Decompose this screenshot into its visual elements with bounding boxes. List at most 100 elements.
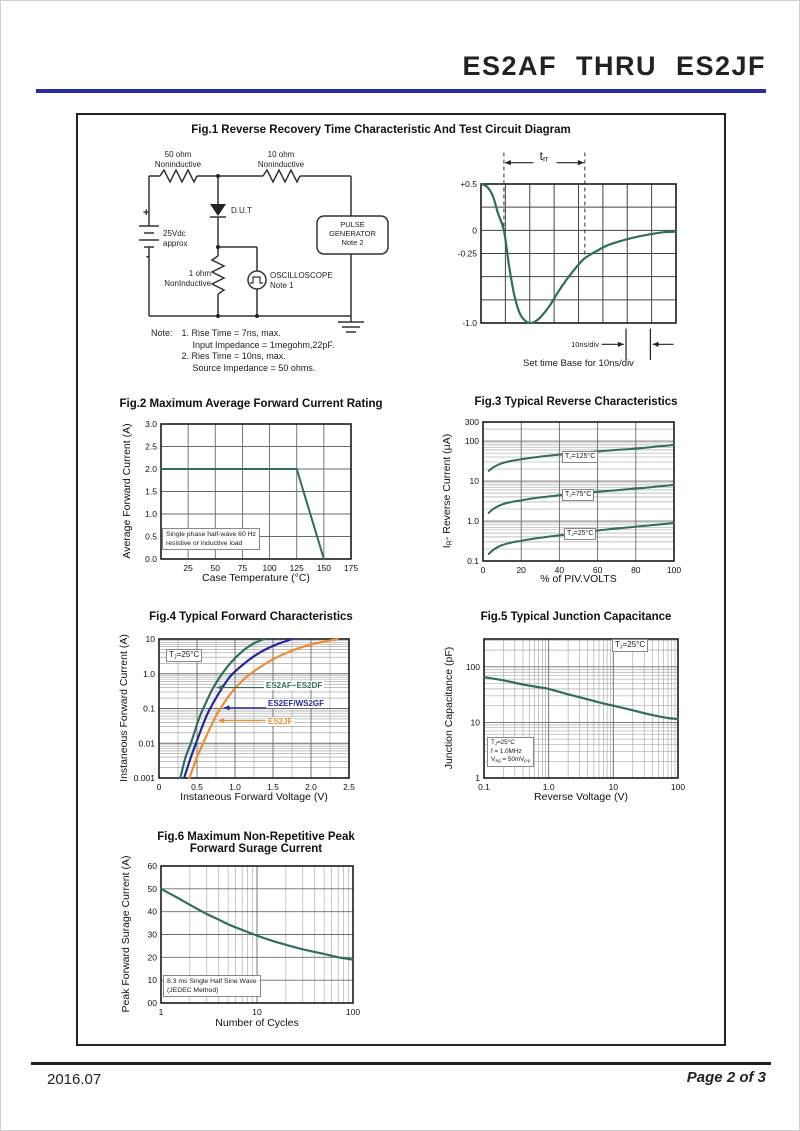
fig6-title-line2: Forward Surage Current — [189, 843, 323, 855]
svg-text:10: 10 — [146, 634, 156, 644]
svg-text:75: 75 — [238, 563, 248, 573]
svg-text:10: 10 — [470, 476, 480, 486]
footer-date: 2016.07 — [47, 1071, 102, 1088]
svg-text:+0.5: +0.5 — [460, 179, 477, 189]
resistor-10ohm-label: 10 ohm Noninductive — [241, 150, 321, 169]
fig1-notes: Note: 1. Rise Time = 7ns, max. Input Imp… — [151, 328, 334, 374]
svg-text:1.0: 1.0 — [143, 669, 155, 679]
svg-text:0.001: 0.001 — [134, 773, 156, 783]
fig2-title: Fig.2 Maximum Average Forward Current Ra… — [119, 398, 383, 410]
svg-text:2.5: 2.5 — [145, 442, 157, 452]
resistor-1ohm-label: 1 ohm NonInductive — [147, 269, 211, 288]
svg-text:1.0: 1.0 — [229, 782, 241, 792]
fig2-condition-line2: resistive or inductive load — [166, 540, 243, 548]
svg-text:60: 60 — [593, 565, 603, 575]
fig6-title: Fig.6 Maximum Non-Repetitive Peak Forwar… — [111, 831, 401, 855]
svg-text:00: 00 — [148, 998, 158, 1008]
svg-text:40: 40 — [555, 565, 565, 575]
page-title: ES2AF THRU ES2JF — [462, 51, 766, 81]
svg-text:2.5: 2.5 — [343, 782, 355, 792]
svg-text:80: 80 — [631, 565, 641, 575]
footer-page-number: Page 2 of 3 — [686, 1069, 766, 1086]
svg-text:20: 20 — [148, 952, 158, 962]
fig1-waveform-chart: +0.5 0 -0.25 -1.0 — [458, 152, 677, 361]
fig3-title: Fig.3 Typical Reverse Characteristics — [474, 396, 678, 408]
svg-text:-0.25: -0.25 — [458, 249, 478, 259]
pulse-generator-word1: PULSE — [340, 220, 365, 229]
fig2-condition-note: Single phase half-wave 60 Hz resistive o… — [162, 528, 260, 551]
fig2-y-axis-title: Average Forward Current (A) — [121, 423, 133, 559]
header-rule — [36, 89, 766, 93]
note-line-2b: Source Impedance = 50 ohms. — [192, 362, 316, 373]
svg-text:1.0: 1.0 — [145, 509, 157, 519]
svg-text:3.0: 3.0 — [145, 419, 157, 429]
svg-text:0.5: 0.5 — [191, 782, 203, 792]
svg-text:25: 25 — [183, 563, 193, 573]
svg-text:10: 10 — [609, 782, 619, 792]
fig4-legend-es2jf: ES2JF — [266, 717, 295, 726]
fig3-curve-label-25c: TJ=25°C — [564, 528, 597, 541]
note-line-2: 2. Ries Time = 10ns, max. — [181, 351, 286, 362]
resistor-50ohm-value: 50 ohm — [164, 150, 192, 159]
svg-text:100: 100 — [667, 565, 681, 575]
fig2-x-axis-title: Case Temperature (°C) — [202, 572, 310, 584]
pulse-generator-word2: GENERATOR — [329, 229, 376, 238]
fig3-x-axis-title: % of PIV.VOLTS — [540, 573, 617, 585]
resistor-10ohm-value: 10 ohm — [267, 150, 295, 159]
fig5-condition-line3: Vsig = 50mVp-p — [491, 756, 531, 764]
fig3-curve-label-75c: TJ=75°C — [562, 489, 595, 502]
svg-text:1.0: 1.0 — [543, 782, 555, 792]
fig2-condition-line1: Single phase half-wave 60 Hz — [166, 531, 256, 538]
resistor-50ohm — [159, 168, 198, 184]
fig6-y-axis-title: Peak Forward Surage Current (A) — [120, 855, 132, 1013]
resistor-1ohm-value: 1 ohm — [188, 269, 211, 278]
svg-text:0.5: 0.5 — [145, 532, 157, 542]
svg-text:40: 40 — [148, 907, 158, 917]
fig2-chart: 25 50 75 100 125 150 175 3.0 2.5 2.0 1.5 1.0 0.5 0.0 — [145, 419, 358, 573]
svg-text:1: 1 — [475, 773, 480, 783]
svg-text:2.0: 2.0 — [145, 464, 157, 474]
trr-label: trr — [539, 149, 549, 164]
resistor-1ohm-type: NonInductive — [164, 278, 211, 288]
fig4-legend-es2af-es2df: ES2AF~ES2DF — [264, 681, 325, 690]
fig6-chart: 1 10 100 60 50 40 30 20 10 00 — [148, 861, 361, 1017]
svg-text:1.5: 1.5 — [145, 487, 157, 497]
fig1-test-circuit-diagram — [139, 168, 389, 333]
dut-label: D.U.T — [231, 206, 252, 215]
fig5-condition-line1: TJ=25°C — [491, 739, 515, 747]
fig6-condition-line1: 8.3 ms Single Half Sine Wave — [167, 978, 257, 985]
fig5-x-axis-title: Reverse Voltage (V) — [534, 791, 628, 803]
svg-text:0: 0 — [481, 565, 486, 575]
fig5-title: Fig.5 Typical Junction Capacitance — [480, 611, 672, 623]
notes-label: Note: — [151, 328, 173, 338]
fig6-title-line1: Fig.6 Maximum Non-Repetitive Peak — [157, 831, 355, 843]
fig4-chart: 0 0.5 1.0 1.5 2.0 2.5 10 1.0 0.1 0.01 0.001 — [134, 634, 355, 792]
fig6-condition-note: 8.3 ms Single Half Sine Wave (JEDEC Meth… — [163, 975, 261, 998]
battery-minus-label: - — [146, 249, 150, 263]
svg-text:0.1: 0.1 — [467, 556, 479, 566]
fig4-x-axis-title: Instaneous Forward Voltage (V) — [180, 791, 328, 803]
svg-text:20: 20 — [516, 565, 526, 575]
fig1-title: Fig.1 Reverse Recovery Time Characterist… — [191, 124, 571, 136]
battery-plus-label: + — [143, 207, 150, 219]
svg-text:50: 50 — [211, 563, 221, 573]
svg-text:0: 0 — [472, 225, 477, 235]
resistor-50ohm-type: Noninductive — [154, 159, 202, 169]
svg-text:2.0: 2.0 — [305, 782, 317, 792]
fig5-condition-note: TJ=25°C f = 1.0MHz Vsig = 50mVp-p — [487, 737, 535, 767]
fig6-x-axis-title: Number of Cycles — [215, 1017, 299, 1029]
svg-text:10: 10 — [148, 975, 158, 985]
battery-voltage-approx: approx — [163, 238, 188, 248]
fig5-chart: 0.1 1.0 10 100 100 10 1 — [466, 638, 685, 792]
oscilloscope-symbol — [247, 270, 267, 290]
svg-text:100: 100 — [671, 782, 685, 792]
svg-text:100: 100 — [465, 436, 479, 446]
svg-text:0.1: 0.1 — [143, 704, 155, 714]
svg-text:100: 100 — [346, 1007, 360, 1017]
svg-text:100: 100 — [466, 662, 480, 672]
diode-symbol — [210, 204, 226, 216]
content-frame — [76, 113, 726, 1046]
svg-text:175: 175 — [344, 563, 358, 573]
fig4-legend-es2ef-ws2gf: ES2EF/WS2GF — [266, 699, 327, 708]
